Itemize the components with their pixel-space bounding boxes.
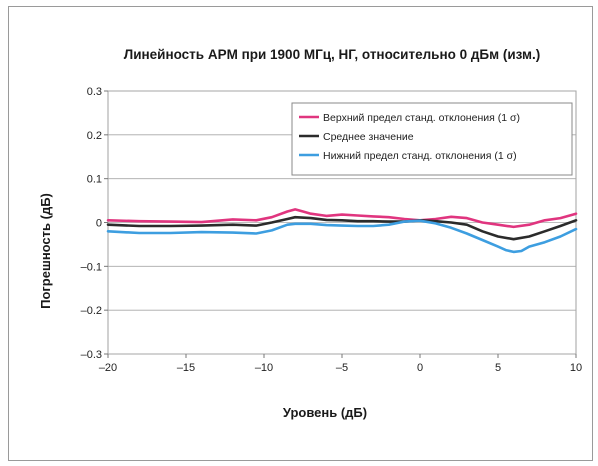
chart-frame: Линейность APM при 1900 МГц, НГ, относит… (8, 6, 593, 461)
y-tick-label: 0.1 (87, 174, 102, 186)
chart-title: Линейность APM при 1900 МГц, НГ, относит… (124, 47, 541, 62)
y-axis-label: Погрешность (дБ) (38, 193, 53, 309)
x-tick-label: –5 (336, 362, 348, 374)
legend-label-0: Верхний предел станд. отклонения (1 σ) (323, 112, 520, 124)
x-tick-label: –15 (177, 362, 195, 374)
y-tick-label: –0.1 (81, 261, 102, 273)
y-tick-label: –0.2 (81, 305, 102, 317)
legend-label-2: Нижний предел станд. отклонения (1 σ) (323, 150, 517, 162)
x-tick-label: 5 (495, 362, 501, 374)
x-tick-label: 0 (417, 362, 423, 374)
y-tick-label: 0.3 (87, 86, 102, 98)
x-axis-label: Уровень (дБ) (283, 405, 367, 420)
y-tick-label: 0 (96, 218, 102, 230)
legend-label-1: Среднее значение (323, 131, 414, 143)
legend: Верхний предел станд. отклонения (1 σ) Ср… (292, 103, 572, 175)
chart-svg: Линейность APM при 1900 МГц, НГ, относит… (9, 7, 592, 460)
x-tick-label: 10 (570, 362, 582, 374)
x-tick-label: –10 (255, 362, 273, 374)
x-tick-label: –20 (99, 362, 117, 374)
y-tick-label: –0.3 (81, 349, 102, 361)
y-tick-label: 0.2 (87, 130, 102, 142)
